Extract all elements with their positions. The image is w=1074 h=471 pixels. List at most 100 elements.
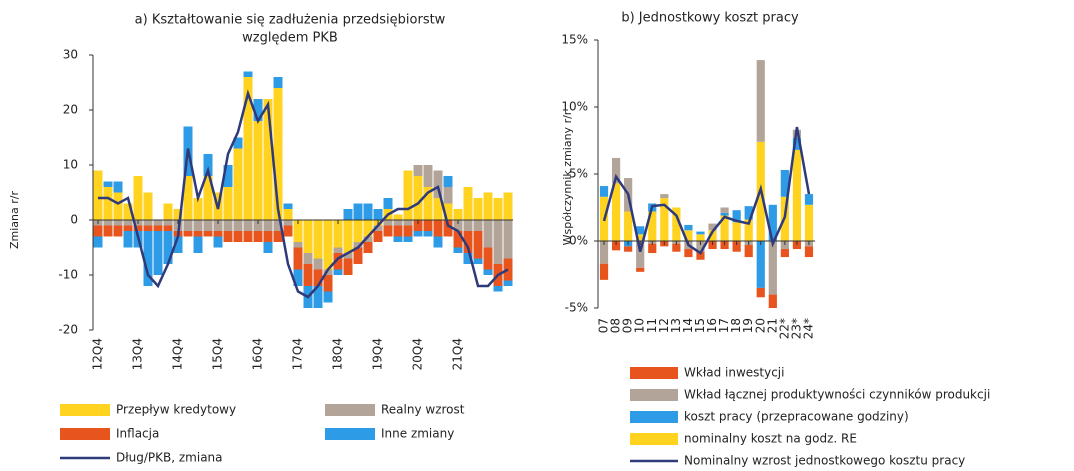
bar xyxy=(453,220,463,231)
bar xyxy=(423,165,433,187)
bar xyxy=(193,236,203,253)
bar xyxy=(483,269,493,275)
bar xyxy=(804,246,814,258)
bar xyxy=(233,137,243,149)
bar xyxy=(203,154,213,176)
bar xyxy=(353,247,363,264)
bar xyxy=(163,203,173,220)
bar xyxy=(624,211,633,241)
y-tick-label: 0 xyxy=(70,213,78,227)
bar xyxy=(443,176,453,187)
bar xyxy=(343,258,353,275)
bar xyxy=(153,231,163,275)
bar xyxy=(611,157,621,184)
bar xyxy=(403,170,413,220)
bar xyxy=(611,241,621,251)
bar xyxy=(393,236,403,242)
bar xyxy=(273,77,283,88)
y-tick-label: 10 xyxy=(63,158,78,172)
bar xyxy=(383,225,393,237)
bar xyxy=(393,225,403,237)
bar xyxy=(423,220,433,231)
bar xyxy=(183,220,193,231)
x-tick-label: 13 xyxy=(669,318,683,333)
x-tick-label: 09 xyxy=(621,318,635,333)
bar xyxy=(599,186,609,197)
legend-label: Przepływ kredytowy xyxy=(116,403,236,417)
bar xyxy=(293,220,303,242)
bar xyxy=(660,198,669,241)
bar xyxy=(153,225,163,231)
bar xyxy=(433,220,443,237)
y-tick-label: -20 xyxy=(58,323,78,337)
bar xyxy=(123,220,133,226)
x-tick-label: 21 xyxy=(765,318,779,333)
bar xyxy=(373,209,383,220)
bar xyxy=(403,225,413,237)
bar xyxy=(263,231,273,242)
bar xyxy=(804,204,814,241)
bar xyxy=(768,294,777,308)
y-tick-label: 15% xyxy=(561,33,588,47)
bar xyxy=(353,242,363,248)
x-tick-label: 15Q4 xyxy=(211,338,225,370)
legend-label: Wkład łącznej produktywności czynników p… xyxy=(684,388,990,402)
bar xyxy=(373,225,383,231)
bar xyxy=(223,187,233,220)
bar xyxy=(273,220,283,231)
x-tick-label: 12Q4 xyxy=(91,338,105,370)
x-tick-label: 13Q4 xyxy=(131,338,145,370)
bar xyxy=(732,241,741,252)
bar xyxy=(243,231,253,242)
bar xyxy=(708,230,717,241)
x-tick-label: 17Q4 xyxy=(291,338,305,370)
bar xyxy=(333,247,343,253)
bar xyxy=(423,187,433,220)
bar xyxy=(113,220,123,226)
bar xyxy=(624,246,633,252)
bar xyxy=(708,241,717,250)
bar xyxy=(213,220,223,231)
legend-label: Inne zmiany xyxy=(381,427,454,441)
bar xyxy=(123,231,133,248)
bar xyxy=(413,220,423,231)
bar xyxy=(780,241,789,250)
bar xyxy=(323,291,333,303)
x-tick-label: 17 xyxy=(717,318,731,333)
bar xyxy=(93,225,103,237)
bar xyxy=(93,170,103,220)
x-tick-label: 19Q4 xyxy=(371,338,385,370)
bar xyxy=(453,247,463,253)
legend-swatch xyxy=(630,367,678,379)
bar xyxy=(433,198,443,220)
bar xyxy=(313,269,323,286)
bar xyxy=(423,231,433,237)
bar xyxy=(323,275,333,292)
bar xyxy=(253,99,263,121)
bar xyxy=(636,226,645,235)
bar xyxy=(483,247,493,270)
bar xyxy=(333,253,343,270)
bar xyxy=(413,165,423,176)
bar xyxy=(463,187,473,220)
bar xyxy=(720,207,729,213)
bar xyxy=(253,231,263,242)
bar xyxy=(163,225,173,231)
x-tick-label: 18Q4 xyxy=(331,338,345,370)
bar xyxy=(453,231,463,248)
chart-title: b) Jednostkowy koszt pracy xyxy=(621,11,799,26)
bar xyxy=(503,192,513,220)
bar xyxy=(343,220,353,253)
bar xyxy=(433,236,443,248)
bar xyxy=(193,198,203,220)
bar xyxy=(684,249,693,258)
bar xyxy=(313,286,323,308)
bar xyxy=(193,231,203,237)
bar xyxy=(463,220,473,231)
bar xyxy=(343,253,353,259)
bar xyxy=(243,71,253,77)
bar xyxy=(403,220,413,226)
x-tick-label: 19 xyxy=(741,318,755,333)
bar xyxy=(223,231,233,242)
